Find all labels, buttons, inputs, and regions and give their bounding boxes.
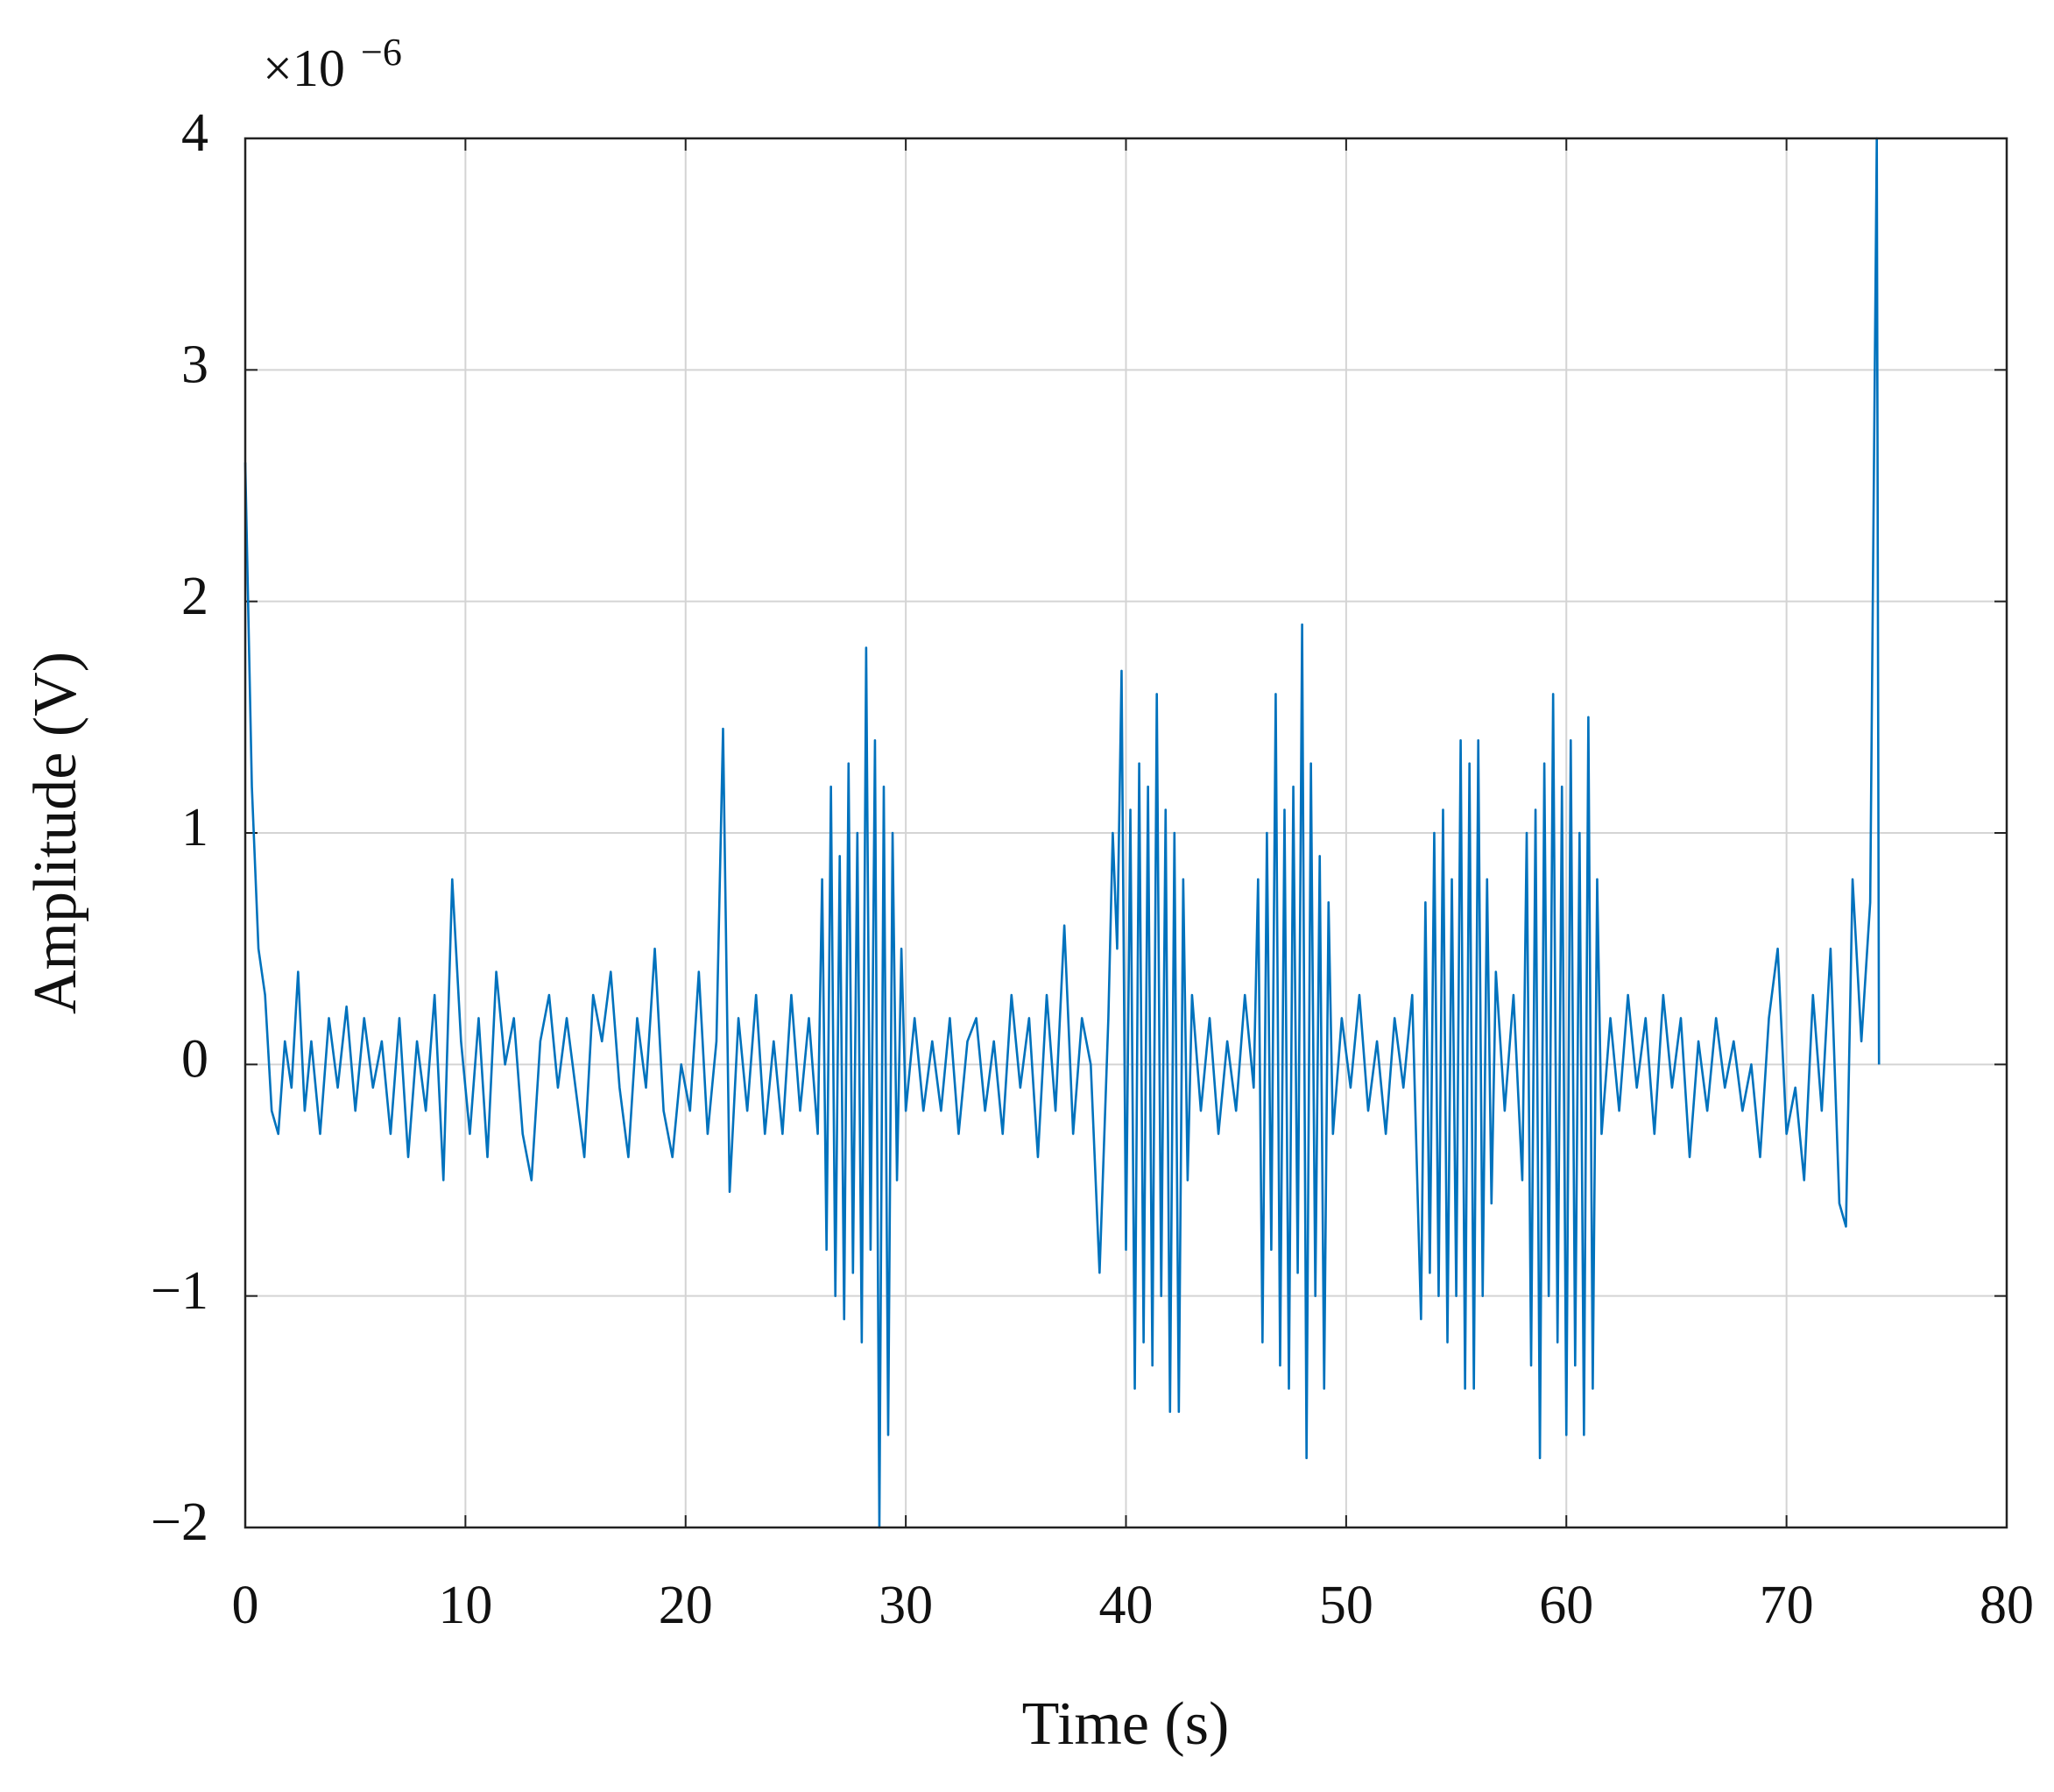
signal-line xyxy=(244,137,1881,1529)
y-tick-label: −1 xyxy=(151,1261,208,1321)
x-tick-label: 10 xyxy=(438,1576,492,1635)
x-tick-label: 80 xyxy=(1980,1576,2034,1635)
x-tick-label: 40 xyxy=(1099,1576,1154,1635)
x-tick-label: 50 xyxy=(1319,1576,1373,1635)
x-tick-label: 20 xyxy=(659,1576,713,1635)
y-tick-label: −2 xyxy=(151,1492,208,1552)
y-multiplier-base: ×10 xyxy=(263,39,345,97)
y-tick-label: 0 xyxy=(181,1030,208,1090)
y-tick-label: 2 xyxy=(181,567,208,626)
x-tick-label: 60 xyxy=(1539,1576,1593,1635)
y-tick-label: 1 xyxy=(181,798,208,857)
y-tick-label: 3 xyxy=(181,335,208,395)
x-tick-label: 70 xyxy=(1760,1576,1814,1635)
plot-frame xyxy=(244,137,2008,1529)
x-tick-label: 30 xyxy=(879,1576,933,1635)
y-multiplier-exponent: −6 xyxy=(361,31,402,74)
y-axis-label: Amplitude (V) xyxy=(22,652,89,1014)
x-axis-label: Time (s) xyxy=(1022,1690,1230,1758)
y-tick-label: 4 xyxy=(181,103,208,163)
x-tick-label: 0 xyxy=(232,1576,259,1635)
